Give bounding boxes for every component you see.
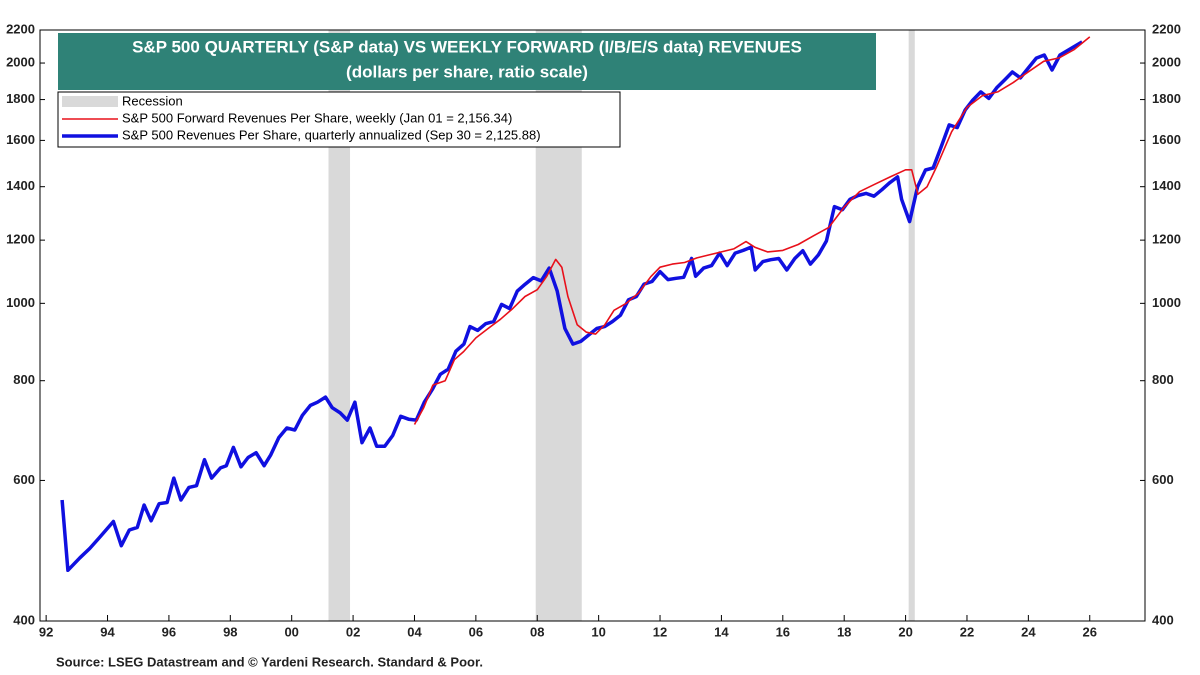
x-tick-label: 26 bbox=[1083, 624, 1097, 639]
legend: Recession S&P 500 Forward Revenues Per Sh… bbox=[62, 93, 541, 142]
y-tick-label: 1000 bbox=[6, 295, 35, 310]
y2-tick-label: 1200 bbox=[1152, 232, 1181, 247]
chart-subtitle: (dollars per share, ratio scale) bbox=[346, 62, 588, 81]
x-tick-label: 22 bbox=[960, 624, 974, 639]
x-tick-label: 10 bbox=[591, 624, 605, 639]
plot-frame bbox=[39, 29, 1146, 622]
y-tick-label: 2200 bbox=[6, 21, 35, 36]
series-line bbox=[60, 40, 1083, 573]
legend-box bbox=[57, 91, 621, 148]
y2-tick-label: 400 bbox=[1152, 612, 1174, 627]
recession-band bbox=[908, 30, 915, 621]
x-tick-label: 94 bbox=[100, 624, 115, 639]
y-tick-label: 1200 bbox=[6, 232, 35, 247]
title-box bbox=[58, 33, 876, 90]
x-tick-label: 08 bbox=[530, 624, 544, 639]
x-tick-label: 06 bbox=[469, 624, 483, 639]
y-tick-label: 1400 bbox=[6, 178, 35, 193]
y2-tick-label: 1600 bbox=[1152, 132, 1181, 147]
y2-tick-label: 2000 bbox=[1152, 54, 1181, 69]
x-tick-label: 18 bbox=[837, 624, 851, 639]
x-tick-label: 04 bbox=[407, 624, 422, 639]
y-tick-label: 1600 bbox=[6, 132, 35, 147]
legend-label: S&P 500 Forward Revenues Per Share, week… bbox=[122, 110, 512, 125]
recession-band bbox=[328, 30, 351, 621]
y2-tick-label: 1000 bbox=[1152, 295, 1181, 310]
x-tick-label: 16 bbox=[776, 624, 790, 639]
y2-tick-label: 1400 bbox=[1152, 178, 1181, 193]
chart-title: S&P 500 QUARTERLY (S&P data) VS WEEKLY F… bbox=[132, 37, 802, 56]
x-tick-label: 00 bbox=[284, 624, 298, 639]
series-line bbox=[413, 36, 1091, 425]
y-tick-label: 400 bbox=[13, 612, 35, 627]
x-tick-label: 24 bbox=[1021, 624, 1036, 639]
y2-tick-label: 1800 bbox=[1152, 91, 1181, 106]
source-note: Source: LSEG Datastream and © Yardeni Re… bbox=[56, 654, 483, 669]
plot-area bbox=[60, 30, 1091, 621]
y-tick-label: 800 bbox=[13, 372, 35, 387]
x-tick-label: 12 bbox=[653, 624, 667, 639]
x-tick-label: 92 bbox=[39, 624, 53, 639]
y-tick-label: 1800 bbox=[6, 91, 35, 106]
legend-swatch bbox=[62, 96, 118, 107]
x-tick-label: 20 bbox=[898, 624, 912, 639]
y2-tick-label: 800 bbox=[1152, 372, 1174, 387]
legend-label: Recession bbox=[122, 93, 183, 108]
x-tick-label: 98 bbox=[223, 624, 237, 639]
y-tick-label: 600 bbox=[13, 472, 35, 487]
y-tick-label: 2000 bbox=[6, 54, 35, 69]
y2-tick-label: 600 bbox=[1152, 472, 1174, 487]
x-tick-label: 14 bbox=[714, 624, 729, 639]
y2-tick-label: 2200 bbox=[1152, 21, 1181, 36]
legend-label: S&P 500 Revenues Per Share, quarterly an… bbox=[122, 127, 541, 142]
x-tick-label: 02 bbox=[346, 624, 360, 639]
x-tick-label: 96 bbox=[162, 624, 176, 639]
